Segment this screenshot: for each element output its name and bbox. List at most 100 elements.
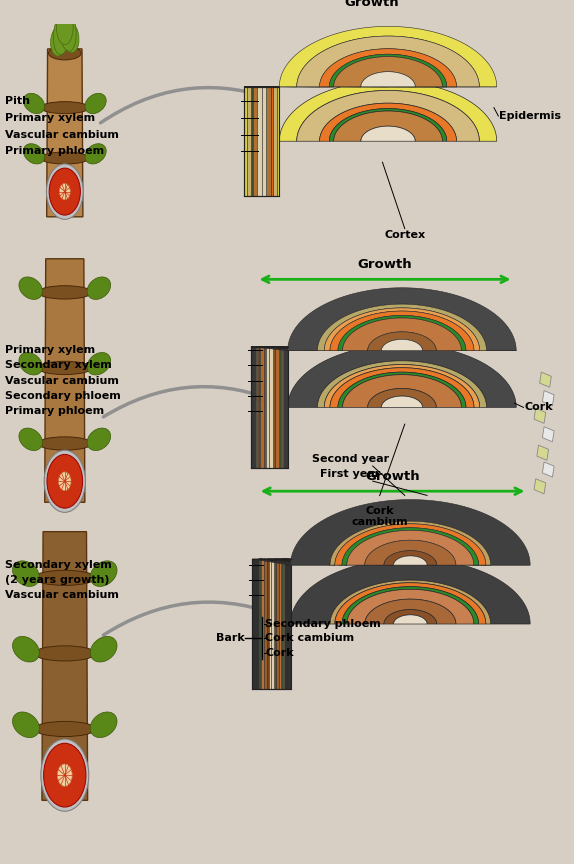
Ellipse shape xyxy=(62,22,79,53)
Polygon shape xyxy=(273,346,436,351)
Polygon shape xyxy=(273,346,275,468)
Polygon shape xyxy=(297,36,479,87)
Circle shape xyxy=(46,164,83,219)
Polygon shape xyxy=(269,346,273,468)
Polygon shape xyxy=(261,559,264,689)
Polygon shape xyxy=(333,57,443,87)
Polygon shape xyxy=(381,396,422,408)
Polygon shape xyxy=(258,559,259,689)
Text: Primary xylem: Primary xylem xyxy=(5,112,95,123)
Polygon shape xyxy=(324,308,480,351)
Polygon shape xyxy=(253,86,257,196)
Circle shape xyxy=(49,168,80,215)
Polygon shape xyxy=(288,345,516,408)
Circle shape xyxy=(44,450,86,512)
Polygon shape xyxy=(281,346,480,351)
Polygon shape xyxy=(251,346,317,351)
Polygon shape xyxy=(280,346,474,351)
Ellipse shape xyxy=(59,10,76,51)
Circle shape xyxy=(41,739,89,811)
Polygon shape xyxy=(255,346,324,351)
Polygon shape xyxy=(262,86,266,196)
Polygon shape xyxy=(274,559,437,565)
Text: Cork: Cork xyxy=(265,647,294,658)
Polygon shape xyxy=(280,27,497,87)
Polygon shape xyxy=(278,559,281,689)
Text: (2 years growth): (2 years growth) xyxy=(5,575,110,585)
Polygon shape xyxy=(281,559,479,565)
Polygon shape xyxy=(272,559,427,565)
Polygon shape xyxy=(542,462,554,477)
Polygon shape xyxy=(330,311,474,351)
Ellipse shape xyxy=(90,561,117,587)
Polygon shape xyxy=(347,530,474,565)
Polygon shape xyxy=(276,559,456,565)
Ellipse shape xyxy=(53,13,71,54)
Text: Cork
cambium: Cork cambium xyxy=(351,505,408,527)
Ellipse shape xyxy=(13,637,40,662)
Polygon shape xyxy=(330,368,474,408)
Polygon shape xyxy=(342,528,479,565)
Ellipse shape xyxy=(19,277,42,300)
Polygon shape xyxy=(264,559,384,565)
Text: Vascular cambium: Vascular cambium xyxy=(5,590,119,600)
Circle shape xyxy=(47,454,83,508)
Circle shape xyxy=(44,743,86,807)
Ellipse shape xyxy=(85,93,106,113)
Polygon shape xyxy=(365,599,456,624)
Polygon shape xyxy=(283,346,288,468)
Polygon shape xyxy=(284,559,491,565)
Polygon shape xyxy=(269,346,422,351)
Text: Cork cambium: Cork cambium xyxy=(265,633,354,644)
Polygon shape xyxy=(252,559,258,689)
Polygon shape xyxy=(290,558,530,624)
Polygon shape xyxy=(269,559,410,565)
Polygon shape xyxy=(275,346,461,351)
Text: Secondary xylem: Secondary xylem xyxy=(5,360,112,371)
Polygon shape xyxy=(394,556,427,565)
Text: Secondary phloem: Secondary phloem xyxy=(265,619,381,629)
Polygon shape xyxy=(279,346,466,351)
Ellipse shape xyxy=(90,712,117,738)
Ellipse shape xyxy=(40,152,89,164)
Polygon shape xyxy=(384,610,437,624)
Ellipse shape xyxy=(48,47,81,60)
Ellipse shape xyxy=(34,570,96,586)
Polygon shape xyxy=(320,103,456,141)
Polygon shape xyxy=(324,365,480,408)
Polygon shape xyxy=(542,427,554,442)
Polygon shape xyxy=(244,86,247,196)
Circle shape xyxy=(57,764,72,786)
Polygon shape xyxy=(252,86,253,196)
Polygon shape xyxy=(335,582,486,624)
Text: Growth: Growth xyxy=(358,257,412,270)
Polygon shape xyxy=(361,126,415,141)
Polygon shape xyxy=(270,86,272,196)
Polygon shape xyxy=(384,550,437,565)
Polygon shape xyxy=(534,479,546,494)
Ellipse shape xyxy=(38,361,92,375)
Polygon shape xyxy=(542,391,554,406)
Polygon shape xyxy=(261,559,347,565)
Polygon shape xyxy=(338,372,466,408)
Polygon shape xyxy=(284,559,290,689)
Polygon shape xyxy=(281,559,282,689)
Polygon shape xyxy=(540,372,551,387)
Text: Primary phloem: Primary phloem xyxy=(5,146,104,156)
Polygon shape xyxy=(257,346,330,351)
Text: Bark: Bark xyxy=(216,633,245,644)
Polygon shape xyxy=(317,304,487,351)
Polygon shape xyxy=(260,346,368,351)
Polygon shape xyxy=(258,346,259,468)
Text: Pith: Pith xyxy=(5,96,30,106)
Ellipse shape xyxy=(87,428,111,450)
Polygon shape xyxy=(264,559,267,689)
Polygon shape xyxy=(247,86,251,196)
Polygon shape xyxy=(258,346,338,351)
Polygon shape xyxy=(338,315,466,351)
Circle shape xyxy=(59,472,71,491)
Polygon shape xyxy=(259,559,261,689)
Polygon shape xyxy=(283,346,516,351)
Polygon shape xyxy=(277,86,280,196)
Ellipse shape xyxy=(38,437,92,450)
